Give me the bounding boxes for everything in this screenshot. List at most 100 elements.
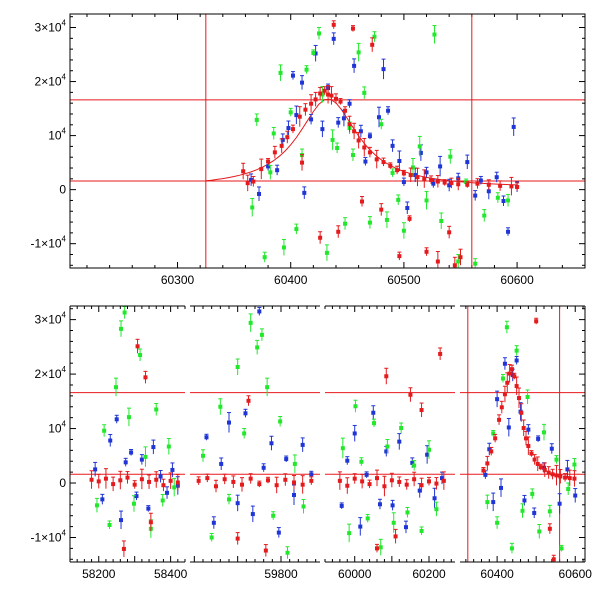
data-point xyxy=(268,170,273,175)
data-point xyxy=(154,477,159,482)
y-tick-label: 2×104 xyxy=(35,365,67,381)
data-point xyxy=(135,344,140,349)
data-point xyxy=(172,485,177,490)
data-point xyxy=(377,502,382,507)
data-point xyxy=(547,509,552,514)
data-point xyxy=(292,493,296,498)
data-point xyxy=(345,458,350,463)
data-point xyxy=(424,170,429,175)
data-point xyxy=(535,461,540,466)
data-point xyxy=(257,309,262,314)
data-point xyxy=(313,97,318,102)
data-point xyxy=(408,173,413,178)
data-point xyxy=(114,417,119,422)
data-point xyxy=(494,175,499,180)
data-point xyxy=(538,465,543,470)
data-point xyxy=(204,435,209,440)
data-point xyxy=(438,164,443,169)
data-point xyxy=(147,479,152,484)
data-point xyxy=(413,173,418,178)
data-point xyxy=(473,193,478,198)
data-point xyxy=(347,101,352,106)
x-tick-label: 60400 xyxy=(274,273,308,287)
data-point xyxy=(417,144,422,149)
data-point xyxy=(378,545,383,550)
data-series xyxy=(481,317,577,562)
data-point xyxy=(341,116,346,121)
data-point xyxy=(536,436,541,441)
data-point xyxy=(565,467,570,472)
data-point xyxy=(290,73,295,78)
data-point xyxy=(313,51,318,56)
data-point xyxy=(506,229,511,234)
data-point xyxy=(384,374,389,379)
y-tick-exponent: 4 xyxy=(62,311,67,320)
data-point xyxy=(424,249,429,254)
data-point xyxy=(572,476,577,481)
data-point xyxy=(122,310,127,315)
data-point xyxy=(94,503,99,508)
data-point xyxy=(379,207,384,212)
data-point xyxy=(283,477,288,482)
data-point xyxy=(401,180,406,185)
data-point xyxy=(250,512,255,517)
data-point xyxy=(495,397,500,402)
x-tick-label: 60000 xyxy=(338,567,372,581)
data-point xyxy=(482,213,487,218)
data-point xyxy=(259,332,264,337)
y-tick-exponent: 4 xyxy=(62,420,67,429)
data-point xyxy=(360,199,365,204)
y-tick-mantissa: 3×10 xyxy=(35,21,62,35)
data-point xyxy=(350,153,355,158)
data-point xyxy=(435,179,440,184)
data-point xyxy=(412,463,417,468)
data-point xyxy=(550,472,555,477)
data-point xyxy=(418,150,423,155)
data-point xyxy=(363,159,368,164)
data-point xyxy=(514,384,519,389)
data-point xyxy=(300,160,305,165)
data-point xyxy=(526,443,531,448)
data-point xyxy=(166,444,171,449)
data-point xyxy=(242,431,247,436)
top-frame xyxy=(69,13,586,269)
data-point xyxy=(522,498,527,503)
data-point xyxy=(121,546,126,551)
data-point xyxy=(246,398,251,403)
data-point xyxy=(292,461,297,466)
data-point xyxy=(541,430,546,435)
y-tick-label: 3×104 xyxy=(35,19,67,35)
data-point xyxy=(129,450,134,455)
data-point xyxy=(515,184,520,189)
data-point xyxy=(407,216,412,221)
data-series xyxy=(94,306,177,538)
data-point xyxy=(300,80,305,85)
data-point xyxy=(557,501,562,506)
data-point xyxy=(345,483,350,488)
data-point xyxy=(405,206,410,211)
data-point xyxy=(465,160,470,165)
data-point xyxy=(338,99,343,104)
data-point xyxy=(554,457,559,462)
data-point xyxy=(333,96,338,101)
data-point xyxy=(372,421,377,426)
data-point xyxy=(214,484,218,489)
y-tick-mantissa: -1×10 xyxy=(31,530,62,544)
data-point xyxy=(501,198,506,203)
x-tick-label: 60300 xyxy=(161,273,195,287)
data-point xyxy=(235,365,240,370)
data-point xyxy=(165,490,170,495)
data-point xyxy=(375,476,379,481)
data-point xyxy=(170,467,175,472)
data-point xyxy=(118,478,123,483)
data-point xyxy=(294,113,299,118)
data-point xyxy=(486,189,491,194)
data-point xyxy=(509,546,514,551)
data-point xyxy=(266,164,271,169)
data-point xyxy=(372,34,377,39)
data-point xyxy=(241,169,246,174)
data-point xyxy=(119,326,124,331)
data-point xyxy=(278,70,283,75)
